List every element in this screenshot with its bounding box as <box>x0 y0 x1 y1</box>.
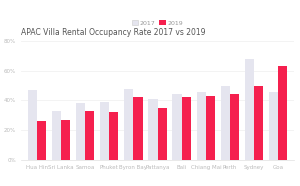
Bar <box>172 94 182 160</box>
Bar <box>245 59 254 160</box>
Bar <box>37 121 46 160</box>
Bar <box>182 97 191 160</box>
Bar <box>100 102 109 160</box>
Bar <box>196 92 206 160</box>
Bar <box>269 92 278 160</box>
Bar <box>278 66 287 160</box>
Bar <box>61 120 70 160</box>
Bar <box>85 111 94 160</box>
Bar <box>206 96 215 160</box>
Bar <box>109 112 119 160</box>
Bar <box>230 94 239 160</box>
Bar <box>124 89 133 160</box>
Bar <box>28 90 37 160</box>
Bar <box>52 111 61 160</box>
Bar <box>158 108 167 160</box>
Text: APAC Villa Rental Occupancy Rate 2017 vs 2019: APAC Villa Rental Occupancy Rate 2017 vs… <box>21 28 206 37</box>
Bar <box>76 103 85 160</box>
Bar <box>221 86 230 160</box>
Bar <box>148 99 158 160</box>
Bar <box>254 86 263 160</box>
Bar <box>133 97 142 160</box>
Legend: 2017, 2019: 2017, 2019 <box>129 18 186 28</box>
